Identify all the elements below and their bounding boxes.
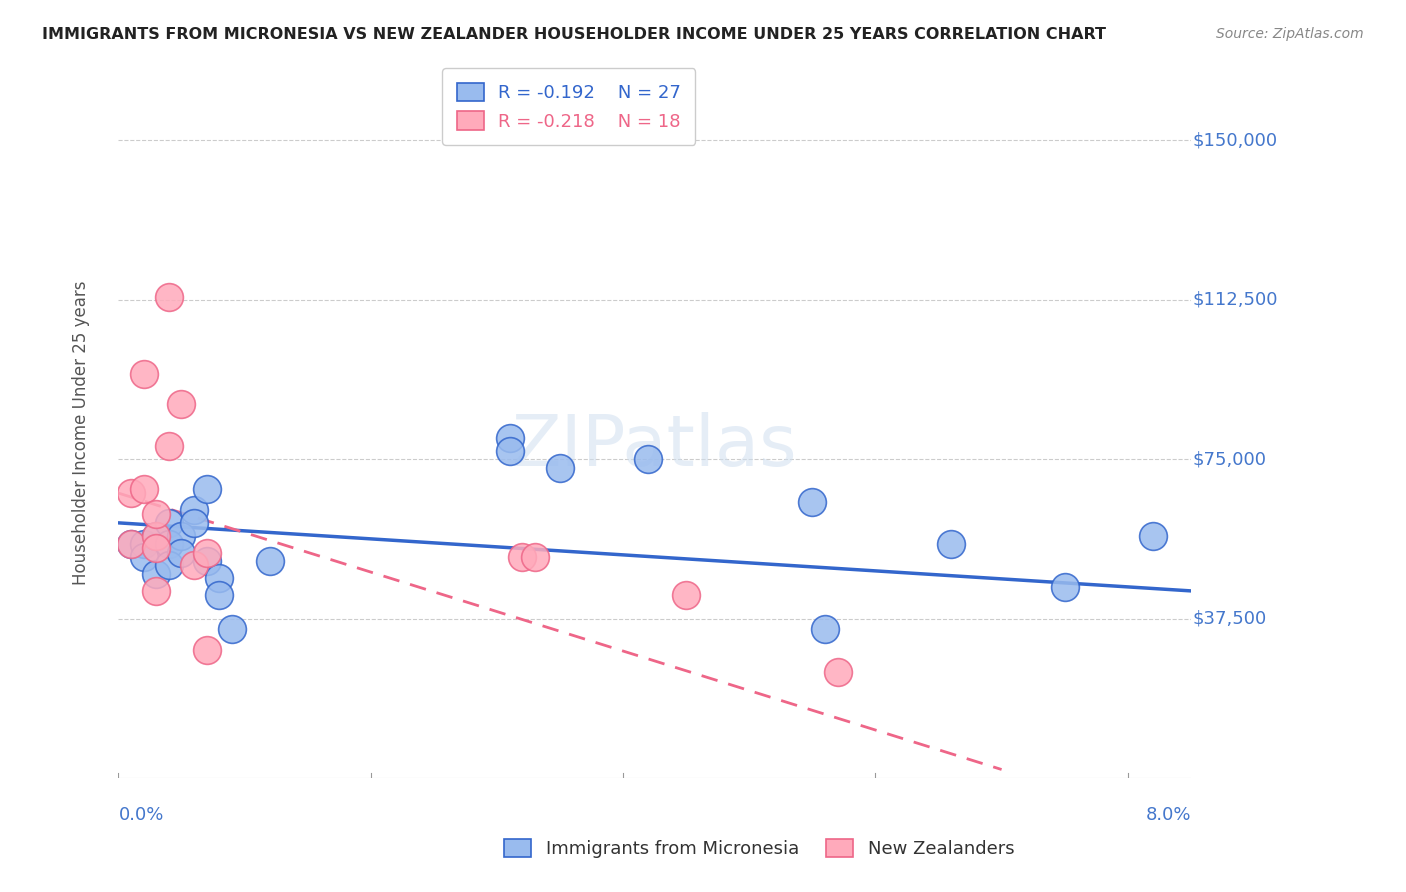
Point <box>195 643 218 657</box>
Point <box>637 452 659 467</box>
Point <box>183 516 205 530</box>
Point <box>157 439 180 453</box>
Point <box>132 367 155 381</box>
Point <box>195 482 218 496</box>
Point <box>208 588 231 602</box>
Point <box>498 431 520 445</box>
Point <box>221 622 243 636</box>
Text: ZIPatlas: ZIPatlas <box>512 412 797 481</box>
Point <box>132 482 155 496</box>
Point <box>157 558 180 573</box>
Text: IMMIGRANTS FROM MICRONESIA VS NEW ZEALANDER HOUSEHOLDER INCOME UNDER 25 YEARS CO: IMMIGRANTS FROM MICRONESIA VS NEW ZEALAN… <box>42 27 1107 42</box>
Text: Source: ZipAtlas.com: Source: ZipAtlas.com <box>1216 27 1364 41</box>
Point <box>145 583 167 598</box>
Point <box>145 528 167 542</box>
Point <box>827 665 849 679</box>
Text: $150,000: $150,000 <box>1192 131 1278 149</box>
Legend: R = -0.192    N = 27, R = -0.218    N = 18: R = -0.192 N = 27, R = -0.218 N = 18 <box>441 69 696 145</box>
Legend: Immigrants from Micronesia, New Zealanders: Immigrants from Micronesia, New Zealande… <box>496 831 1022 865</box>
Point <box>195 546 218 560</box>
Point <box>939 537 962 551</box>
Point <box>145 528 167 542</box>
Point <box>498 443 520 458</box>
Text: 8.0%: 8.0% <box>1146 805 1191 823</box>
Point <box>120 537 142 551</box>
Point <box>259 554 281 568</box>
Point <box>145 508 167 522</box>
Point <box>145 541 167 556</box>
Point <box>1142 528 1164 542</box>
Text: 0.0%: 0.0% <box>118 805 163 823</box>
Point <box>170 528 193 542</box>
Point <box>183 503 205 517</box>
Point <box>523 549 546 564</box>
Point <box>170 546 193 560</box>
Point <box>157 516 180 530</box>
Point <box>1053 580 1076 594</box>
Point <box>510 549 533 564</box>
Text: Householder Income Under 25 years: Householder Income Under 25 years <box>72 280 90 585</box>
Point <box>120 486 142 500</box>
Point <box>157 290 180 304</box>
Text: $112,500: $112,500 <box>1192 291 1278 309</box>
Point <box>145 566 167 581</box>
Point <box>814 622 837 636</box>
Point <box>183 558 205 573</box>
Point <box>675 588 697 602</box>
Point <box>195 554 218 568</box>
Point <box>132 537 155 551</box>
Point <box>120 537 142 551</box>
Point <box>157 537 180 551</box>
Point <box>208 571 231 585</box>
Text: $37,500: $37,500 <box>1192 609 1267 628</box>
Text: $75,000: $75,000 <box>1192 450 1267 468</box>
Point <box>170 397 193 411</box>
Point <box>801 494 824 508</box>
Point <box>548 460 571 475</box>
Point <box>132 549 155 564</box>
